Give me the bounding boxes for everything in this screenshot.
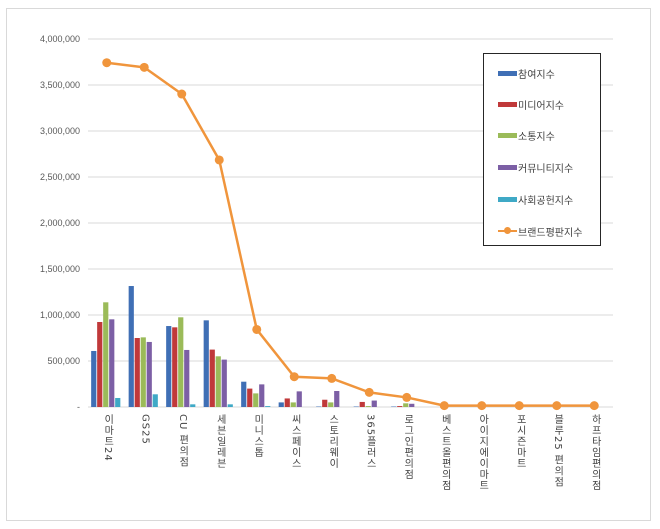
y-tick-label: 4,000,000 [40, 34, 80, 44]
bar [91, 350, 97, 407]
legend-label: 참여지수 [518, 69, 555, 81]
legend-label: 브랜드평판지수 [518, 227, 583, 239]
bar [253, 393, 259, 407]
bar [209, 349, 215, 407]
bar [203, 320, 209, 407]
y-tick-label: 1,500,000 [40, 264, 80, 274]
bar [178, 317, 184, 407]
line-marker [177, 89, 187, 99]
bar [221, 359, 227, 407]
line-marker [552, 401, 562, 411]
y-tick-label: 2,000,000 [40, 218, 80, 228]
x-tick-label: 스토리웨이 [326, 414, 338, 469]
legend-swatch-blue [498, 70, 517, 76]
line-marker [214, 155, 224, 165]
bar [115, 397, 121, 407]
bar [241, 381, 247, 407]
legend-swatch-green [498, 132, 517, 138]
bar [103, 302, 109, 407]
line-marker [139, 62, 149, 72]
bar [365, 406, 371, 407]
legend-label: 소통지수 [518, 131, 555, 143]
bar [265, 406, 271, 407]
bar [259, 384, 265, 407]
x-tick-label: 365플러스 [364, 414, 376, 470]
legend-label: 사회공헌지수 [518, 195, 574, 207]
x-tick-label: 로그인편의점 [401, 414, 413, 480]
bar [359, 401, 365, 407]
legend-swatch-cyan [498, 196, 517, 202]
bar [334, 390, 340, 407]
x-tick-label: 이마트24 [101, 414, 113, 462]
y-tick-label: 500,000 [47, 356, 80, 366]
x-tick-label: 포시즌마트 [514, 414, 526, 469]
legend-item-communication: 소통지수 [498, 128, 555, 143]
bar [215, 356, 221, 407]
line-marker [289, 372, 299, 382]
bar [134, 338, 140, 407]
bar [190, 404, 196, 407]
brand-reputation-line [106, 61, 595, 407]
x-tick-label: 베스트올편의점 [439, 414, 451, 491]
line-marker [402, 392, 412, 402]
line-marker [439, 401, 449, 411]
bar [247, 388, 253, 407]
legend-item-brand-reputation: 브랜드평판지수 [498, 224, 583, 239]
x-tick-label: 아이지에이마트 [476, 414, 488, 491]
bar [397, 406, 403, 407]
bar [166, 326, 172, 407]
x-tick-label: 하프타임편의점 [589, 414, 601, 491]
line-marker [514, 401, 524, 411]
x-tick-label: GS25 [139, 414, 151, 445]
x-tick-label: 씨스페이스 [289, 414, 301, 469]
bar [227, 404, 233, 407]
y-tick-label: - [77, 402, 80, 412]
x-tick-label: 미니스톱 [251, 414, 263, 458]
bar [328, 402, 334, 407]
legend-label: 커뮤니티지수 [518, 163, 574, 175]
bar [140, 337, 146, 407]
legend-swatch-purple [498, 164, 517, 170]
bar [172, 327, 178, 407]
legend-item-social-contribution: 사회공헌지수 [498, 192, 574, 207]
bar [152, 394, 158, 407]
bar [322, 399, 328, 407]
legend-swatch-red [498, 101, 517, 107]
y-tick-label: 2,500,000 [40, 172, 80, 182]
bar [296, 391, 302, 407]
line-marker [252, 324, 262, 334]
bar [97, 321, 103, 407]
legend: 참여지수 미디어지수 소통지수 커뮤니티지수 사회공헌지수 브랜드평판지수 [483, 53, 601, 246]
y-tick-label: 1,000,000 [40, 310, 80, 320]
bar [290, 402, 296, 407]
x-tick-label: 세븐일레븐 [214, 414, 226, 469]
bar [403, 403, 409, 407]
bar [278, 402, 284, 407]
x-tick-label: CU 편의점 [176, 414, 188, 468]
bar [371, 400, 377, 407]
line-marker [589, 401, 599, 411]
bar [184, 349, 190, 407]
bar [109, 319, 115, 407]
legend-item-media: 미디어지수 [498, 97, 564, 112]
line-marker [364, 387, 374, 397]
bar [284, 398, 290, 407]
legend-item-participation: 참여지수 [498, 66, 555, 81]
legend-line-marker-icon [498, 227, 517, 234]
bar [146, 341, 152, 407]
y-tick-label: 3,000,000 [40, 126, 80, 136]
legend-label: 미디어지수 [518, 100, 564, 112]
bar [409, 403, 415, 407]
line-marker [477, 401, 487, 411]
legend-item-community: 커뮤니티지수 [498, 160, 574, 175]
line-marker [327, 373, 337, 383]
y-tick-label: 3,500,000 [40, 80, 80, 90]
line-marker [102, 58, 112, 68]
x-tick-label: 블루25 편의점 [551, 414, 563, 488]
bar [128, 286, 134, 407]
